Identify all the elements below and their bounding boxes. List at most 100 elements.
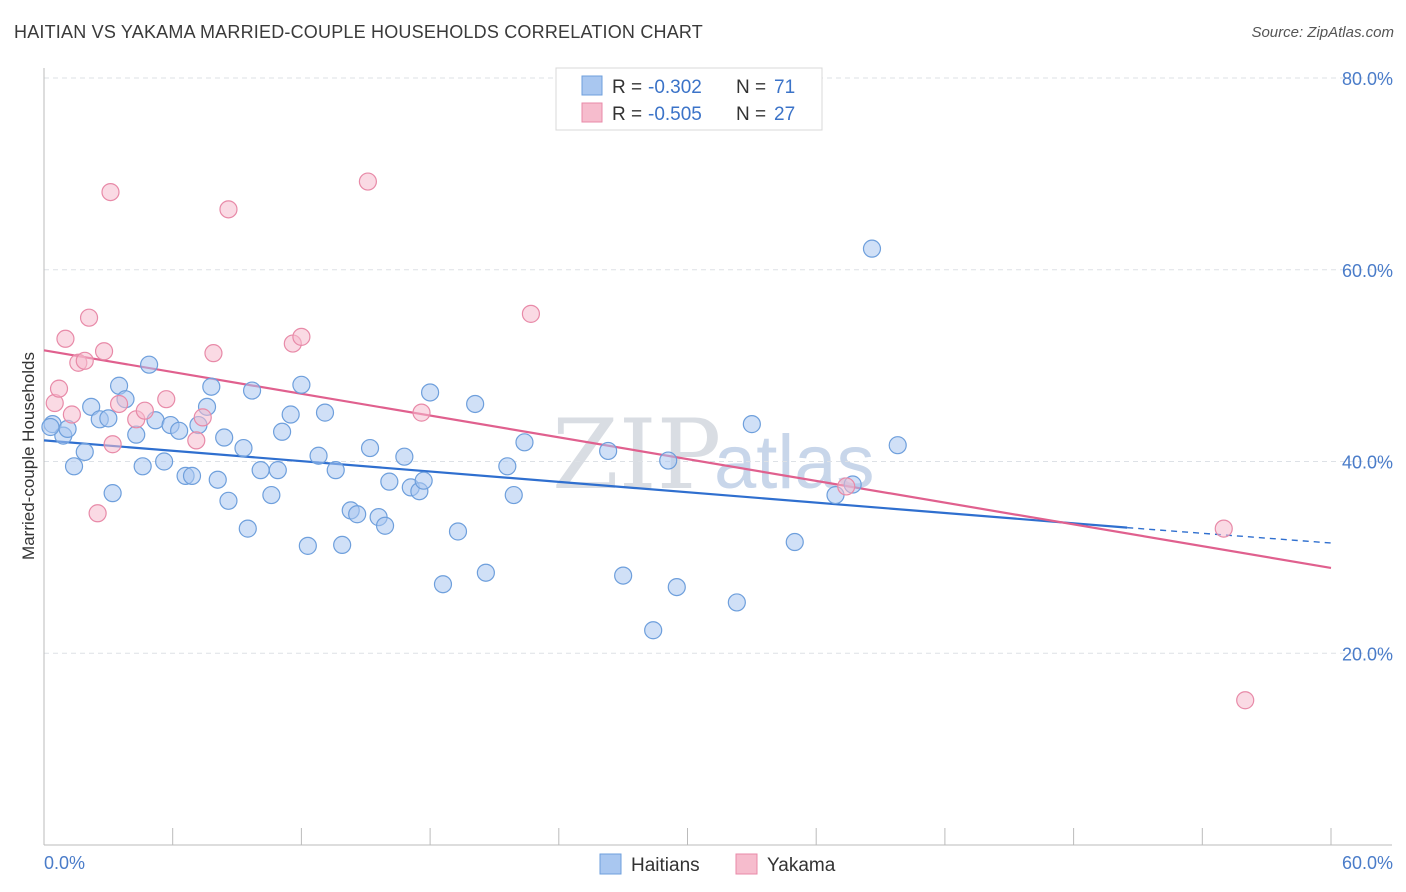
yakama-point xyxy=(56,329,75,348)
legend-r-value-haitians: -0.302 xyxy=(648,77,702,98)
haitians-point xyxy=(82,397,101,416)
yakama-point xyxy=(358,172,377,191)
haitians-point xyxy=(414,471,433,490)
bottom-legend-label-haitians: Haitians xyxy=(631,855,700,876)
haitians-point xyxy=(667,577,686,597)
x-tick-labels: 0.0% 60.0% xyxy=(44,853,1393,873)
haitians-point xyxy=(41,417,60,437)
haitians-point xyxy=(133,457,152,476)
haitians-point xyxy=(238,519,257,538)
haitians-point xyxy=(268,461,287,480)
haitians-point xyxy=(360,438,380,458)
legend-n-label-yakama: N = xyxy=(736,104,766,125)
yakama-point xyxy=(135,401,154,420)
yakama-point xyxy=(292,327,311,346)
yakama-point xyxy=(103,435,122,454)
haitians-point xyxy=(476,563,495,582)
haitians-point xyxy=(742,415,761,434)
yakama-point xyxy=(219,200,238,219)
yakama-point xyxy=(101,182,120,202)
haitians-point xyxy=(170,421,189,440)
watermark-zip: ZIP xyxy=(552,399,721,511)
haitians-point xyxy=(888,436,907,455)
legend-swatch-haitians xyxy=(581,75,603,96)
haitians-point xyxy=(448,522,468,541)
haitians-point xyxy=(215,428,234,447)
bottom-legend-label-yakama: Yakama xyxy=(767,855,836,876)
yakama-point xyxy=(1236,691,1255,710)
haitians-point xyxy=(498,457,517,476)
y-tick-label-60: 60.0% xyxy=(1342,261,1393,281)
x-tick-label-min: 0.0% xyxy=(44,853,85,873)
y-tick-label-40: 40.0% xyxy=(1342,453,1393,473)
haitians-point xyxy=(315,403,335,422)
haitians-point xyxy=(333,535,352,555)
haitians-point xyxy=(234,438,253,458)
haitians-point xyxy=(127,425,146,444)
yakama-point xyxy=(75,351,94,370)
haitians-point xyxy=(262,485,281,505)
trend-lines xyxy=(43,349,1332,570)
haitians-point xyxy=(292,375,311,394)
legend: R = -0.302 N = 71 R = -0.505 N = 27 xyxy=(555,67,823,131)
yakama-point xyxy=(521,304,541,323)
yakama-point xyxy=(88,504,107,523)
y-axis-label: Married-couple Households xyxy=(19,352,38,560)
haitians-point xyxy=(727,593,746,612)
legend-n-label-haitians: N = xyxy=(736,77,766,98)
yakama-point xyxy=(412,403,431,422)
haitians-point xyxy=(659,451,678,470)
haitians-point xyxy=(298,536,317,555)
haitians-point xyxy=(862,239,882,258)
haitians-trend-line xyxy=(43,439,1128,529)
haitians-point xyxy=(208,470,227,489)
haitians-point xyxy=(515,433,534,452)
haitians-point xyxy=(614,566,633,585)
haitians-point xyxy=(64,457,84,476)
haitians-point xyxy=(281,405,300,424)
legend-n-value-haitians: 71 xyxy=(774,77,795,98)
bottom-legend-swatch-yakama xyxy=(735,853,758,875)
legend-n-value-yakama: 27 xyxy=(774,104,795,125)
bottom-legend-swatch-haitians xyxy=(599,853,622,875)
yakama-point xyxy=(204,344,223,363)
yakama-point xyxy=(62,405,81,424)
haitians-point xyxy=(380,472,399,491)
y-tick-labels: 20.0% 40.0% 60.0% 80.0% xyxy=(1342,69,1393,664)
yakama-point xyxy=(193,408,212,427)
haitians-point xyxy=(504,485,523,505)
y-tick-label-80: 80.0% xyxy=(1342,69,1393,89)
haitians-point xyxy=(395,447,414,466)
gridlines xyxy=(44,77,1392,654)
bottom-legend: Haitians Yakama xyxy=(599,853,836,876)
haitians-point xyxy=(375,516,395,535)
yakama-point xyxy=(187,431,206,450)
haitians-point xyxy=(140,355,159,374)
legend-swatch-yakama xyxy=(581,102,603,123)
haitians-point xyxy=(644,621,663,640)
haitians-point xyxy=(326,461,345,480)
scatter-points xyxy=(41,172,1255,710)
haitians-point xyxy=(421,383,440,402)
legend-r-label-yakama: R = xyxy=(612,104,642,125)
haitians-point xyxy=(785,532,804,552)
yakama-point xyxy=(79,308,99,327)
x-tick-label-max: 60.0% xyxy=(1342,853,1393,873)
haitians-point xyxy=(103,484,122,503)
legend-r-label-haitians: R = xyxy=(612,77,642,98)
haitians-point xyxy=(466,394,485,414)
yakama-point xyxy=(837,477,856,496)
yakama-point xyxy=(157,390,176,409)
chart-title: HAITIAN VS YAKAMA MARRIED-COUPLE HOUSEHO… xyxy=(14,22,703,42)
chart-source: Source: ZipAtlas.com xyxy=(1251,24,1394,41)
haitians-point xyxy=(272,422,292,441)
haitians-point xyxy=(219,491,238,510)
haitians-point xyxy=(155,452,174,471)
haitians-point xyxy=(182,466,202,485)
yakama-point xyxy=(109,394,129,414)
yakama-point xyxy=(1214,519,1233,538)
yakama-point xyxy=(49,379,69,398)
axes xyxy=(43,68,1392,846)
yakama-point xyxy=(94,342,114,361)
haitians-point xyxy=(99,409,118,428)
